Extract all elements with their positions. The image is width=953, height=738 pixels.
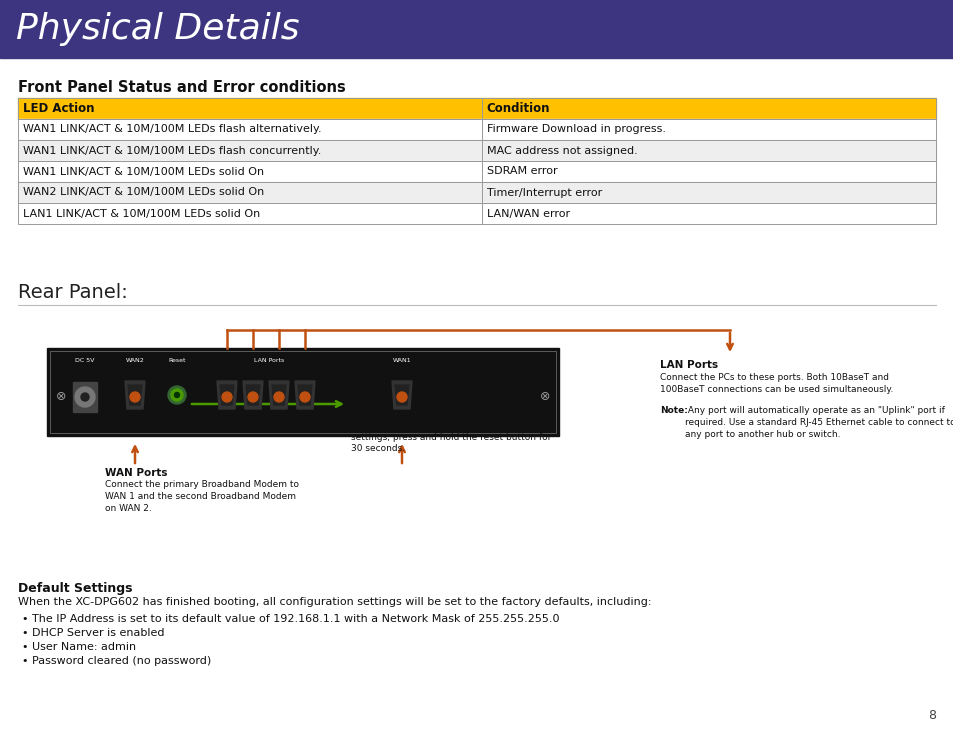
Text: SDRAM error: SDRAM error <box>486 167 557 176</box>
Bar <box>18 161 935 182</box>
Circle shape <box>174 393 179 398</box>
Text: Reset: Reset <box>168 358 186 363</box>
Text: LAN/WAN error: LAN/WAN error <box>486 209 569 218</box>
Polygon shape <box>128 385 142 405</box>
Text: ⊗: ⊗ <box>539 390 550 404</box>
Polygon shape <box>272 385 286 405</box>
Text: • DHCP Server is enabled: • DHCP Server is enabled <box>22 628 164 638</box>
Bar <box>18 140 935 161</box>
Text: Default Settings: Default Settings <box>18 582 132 595</box>
Polygon shape <box>220 385 233 405</box>
Bar <box>18 98 935 119</box>
Text: WAN2: WAN2 <box>126 358 144 363</box>
Polygon shape <box>392 381 412 409</box>
Text: WAN1 LINK/ACT & 10M/100M LEDs solid On: WAN1 LINK/ACT & 10M/100M LEDs solid On <box>23 167 264 176</box>
Bar <box>18 203 935 224</box>
Bar <box>18 161 935 182</box>
Text: Press the Reset button once for a warm
reboot.  To reset the XC-DPG602 to defaul: Press the Reset button once for a warm r… <box>351 409 551 453</box>
Circle shape <box>168 386 186 404</box>
Polygon shape <box>395 385 409 405</box>
Bar <box>18 203 935 224</box>
Bar <box>50 351 556 433</box>
Polygon shape <box>294 381 314 409</box>
Text: Reset Button: Reset Button <box>351 396 428 406</box>
Text: ⊗: ⊗ <box>55 390 66 404</box>
Bar <box>18 182 935 203</box>
Polygon shape <box>125 381 145 409</box>
Circle shape <box>396 392 407 402</box>
Text: Rear Panel:: Rear Panel: <box>18 283 128 302</box>
Circle shape <box>274 392 284 402</box>
Text: Timer/Interrupt error: Timer/Interrupt error <box>486 187 601 198</box>
Bar <box>47 348 558 436</box>
Polygon shape <box>216 381 236 409</box>
Text: LAN1 LINK/ACT & 10M/100M LEDs solid On: LAN1 LINK/ACT & 10M/100M LEDs solid On <box>23 209 260 218</box>
Text: WAN2 LINK/ACT & 10M/100M LEDs solid On: WAN2 LINK/ACT & 10M/100M LEDs solid On <box>23 187 264 198</box>
Text: Connect the PCs to these ports. Both 10BaseT and
100BaseT connections can be use: Connect the PCs to these ports. Both 10B… <box>659 373 892 394</box>
Bar <box>18 182 935 203</box>
Text: WAN1: WAN1 <box>393 358 411 363</box>
Text: When the XC-DPG602 has finished booting, all configuration settings will be set : When the XC-DPG602 has finished booting,… <box>18 597 651 607</box>
Bar <box>0 0 953 58</box>
Text: Note:: Note: <box>659 406 687 415</box>
Polygon shape <box>243 381 263 409</box>
Polygon shape <box>246 385 260 405</box>
Text: Physical Details: Physical Details <box>16 12 299 46</box>
Bar <box>18 119 935 140</box>
Text: Any port will automatically operate as an "Uplink" port if
required. Use a stand: Any port will automatically operate as a… <box>684 406 953 438</box>
Text: Connect the primary Broadband Modem to
WAN 1 and the second Broadband Modem
on W: Connect the primary Broadband Modem to W… <box>105 480 298 513</box>
Text: Firmware Download in progress.: Firmware Download in progress. <box>486 125 665 134</box>
Text: LED Action: LED Action <box>23 102 94 115</box>
Text: LAN Ports: LAN Ports <box>253 358 284 363</box>
Text: 8: 8 <box>927 709 935 722</box>
Text: DC 5V: DC 5V <box>75 358 94 363</box>
Circle shape <box>81 393 89 401</box>
Bar <box>18 140 935 161</box>
Bar <box>73 382 97 412</box>
Text: WAN1 LINK/ACT & 10M/100M LEDs flash concurrently.: WAN1 LINK/ACT & 10M/100M LEDs flash conc… <box>23 145 321 156</box>
Text: WAN Ports: WAN Ports <box>105 468 168 478</box>
Circle shape <box>171 389 183 401</box>
Text: • The IP Address is set to its default value of 192.168.1.1 with a Network Mask : • The IP Address is set to its default v… <box>22 614 558 624</box>
Circle shape <box>299 392 310 402</box>
Text: WAN1 LINK/ACT & 10M/100M LEDs flash alternatively.: WAN1 LINK/ACT & 10M/100M LEDs flash alte… <box>23 125 321 134</box>
Text: LAN Ports: LAN Ports <box>659 360 718 370</box>
Text: MAC address not assigned.: MAC address not assigned. <box>486 145 637 156</box>
Circle shape <box>222 392 232 402</box>
Polygon shape <box>297 385 312 405</box>
Text: Front Panel Status and Error conditions: Front Panel Status and Error conditions <box>18 80 345 95</box>
Bar <box>18 119 935 140</box>
Circle shape <box>75 387 95 407</box>
Text: • User Name: admin: • User Name: admin <box>22 642 136 652</box>
Circle shape <box>248 392 257 402</box>
Text: • Password cleared (no password): • Password cleared (no password) <box>22 656 211 666</box>
Text: Condition: Condition <box>486 102 550 115</box>
Circle shape <box>130 392 140 402</box>
Bar <box>18 98 935 119</box>
Polygon shape <box>269 381 289 409</box>
